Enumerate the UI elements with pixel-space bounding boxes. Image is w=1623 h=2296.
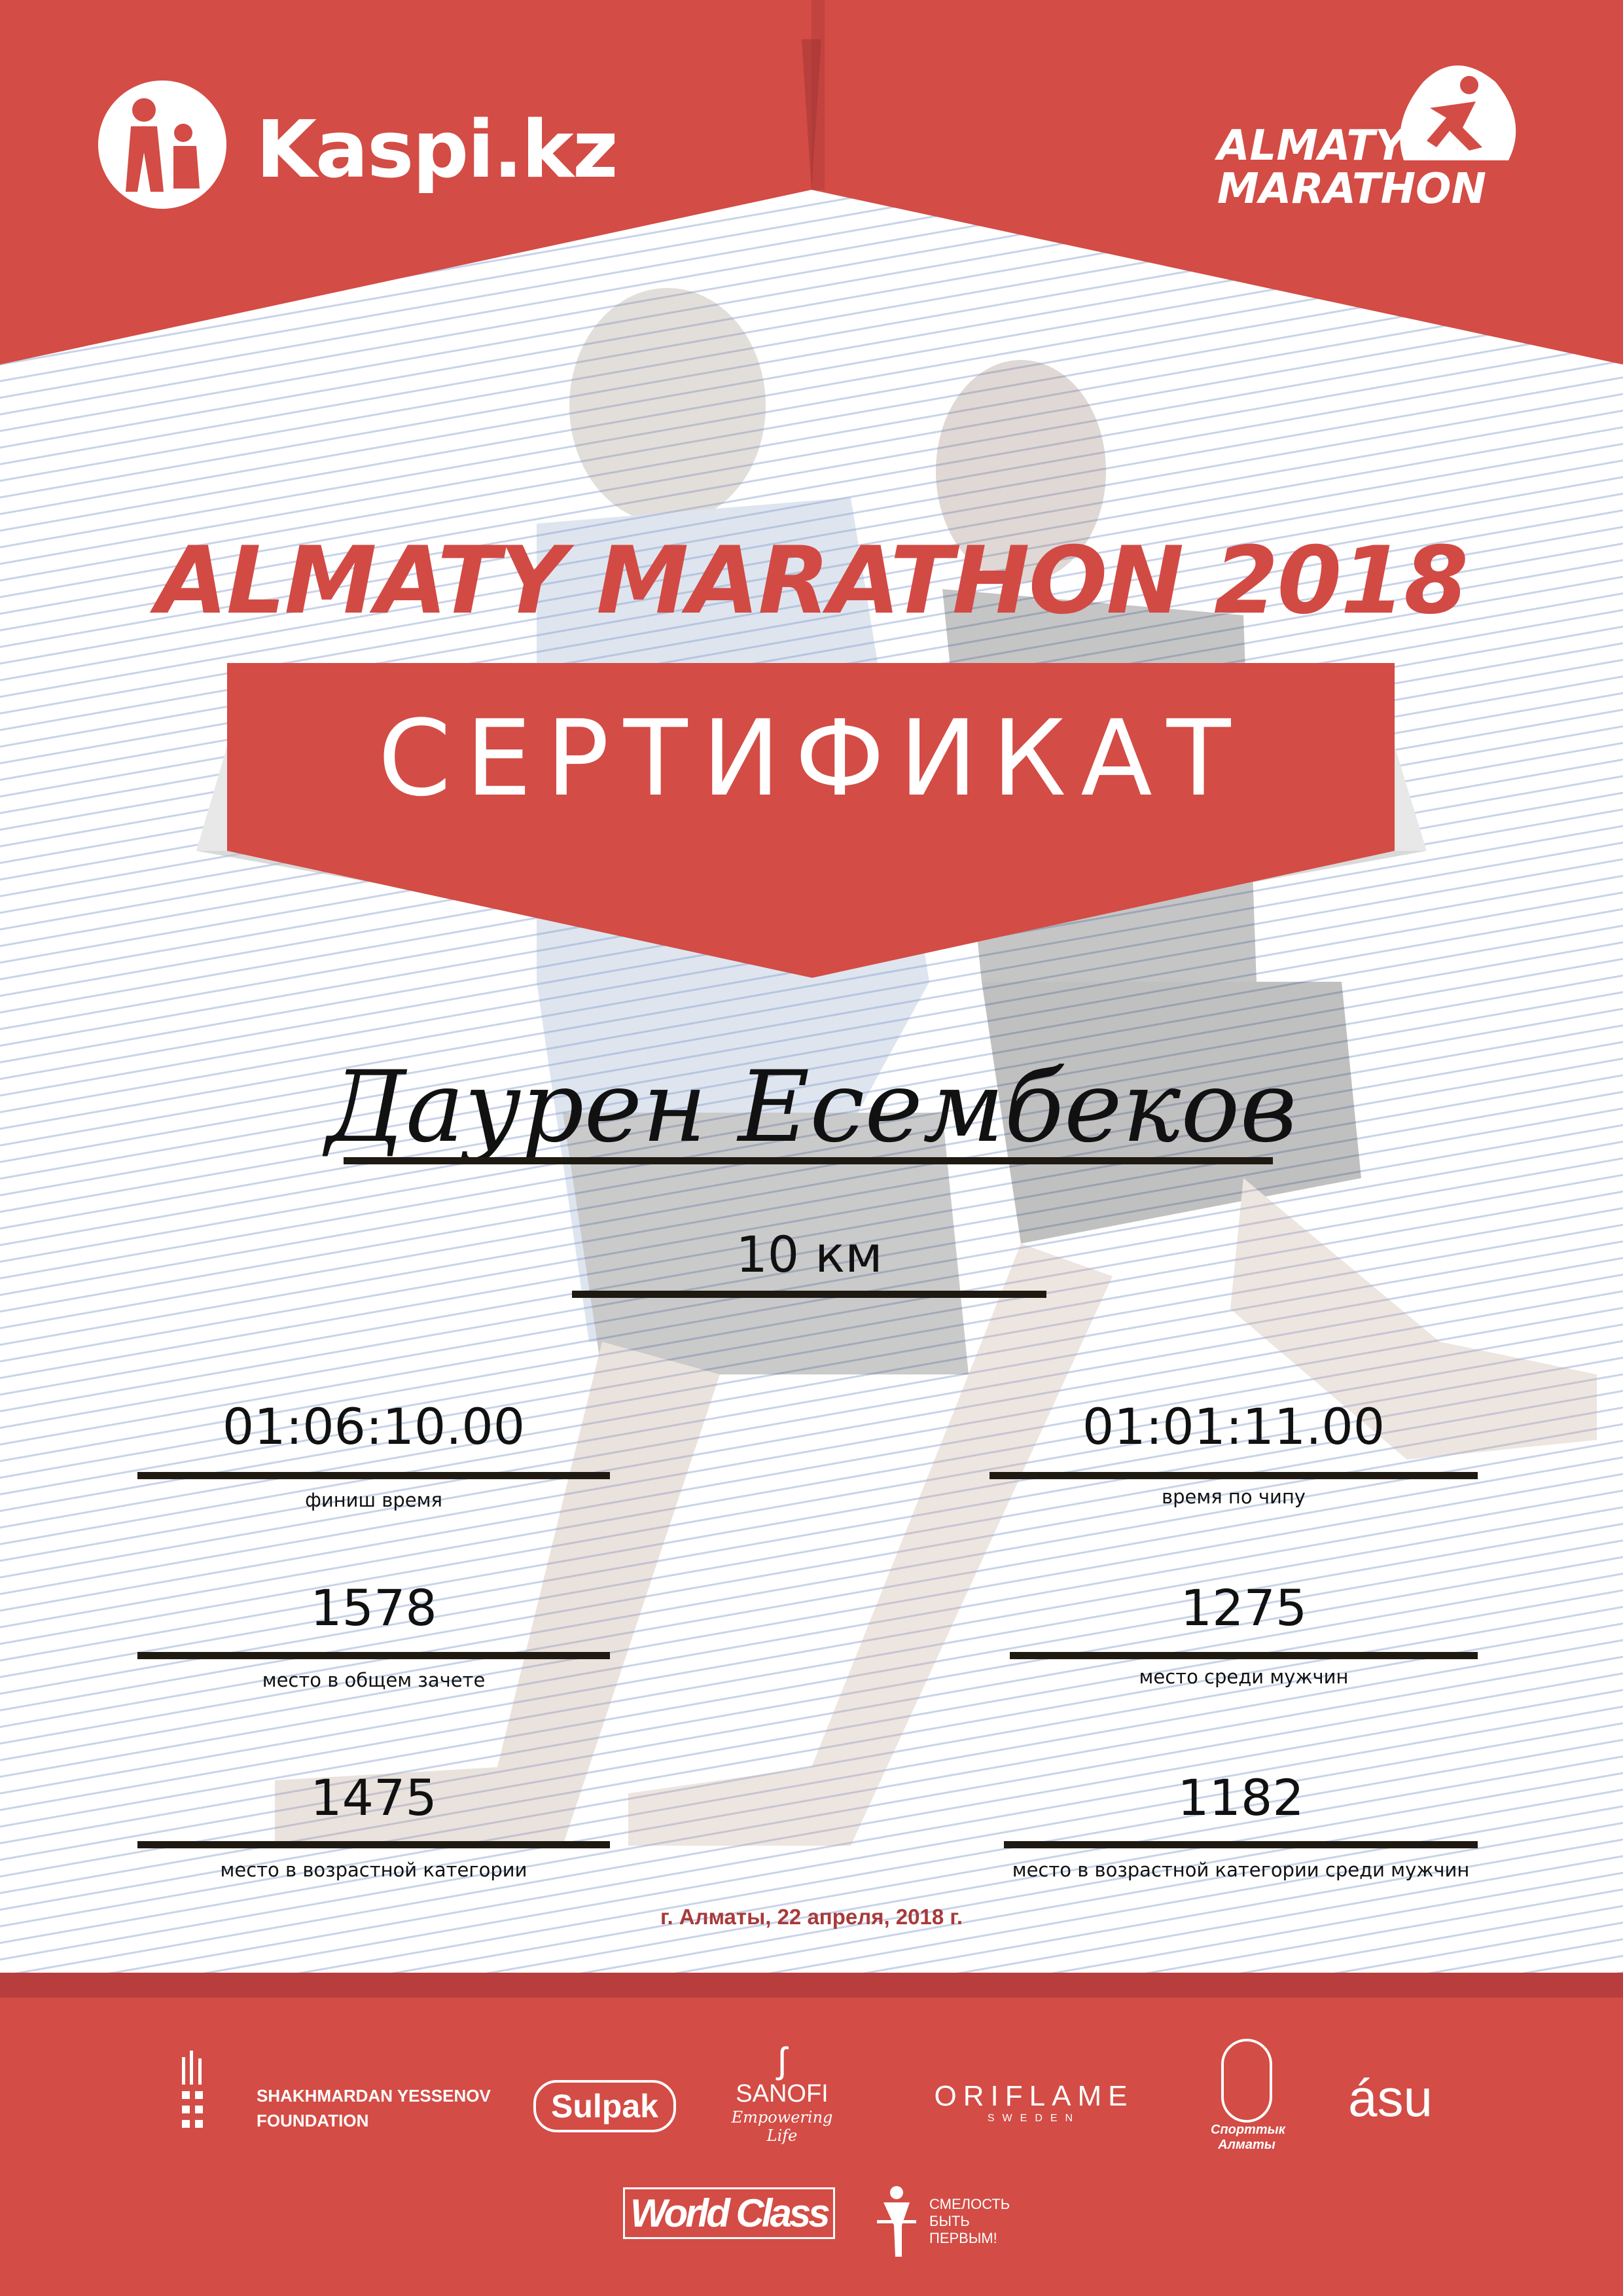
almaty-marathon-logo: ALMATY MARATHON: [1217, 124, 1486, 211]
finish-time-label: финиш время: [305, 1489, 442, 1511]
kaspi-logo-icon: [98, 81, 226, 209]
distance-underline: [572, 1291, 1046, 1298]
age-place-label: место в возрастной категории: [220, 1859, 527, 1881]
sanofi-logo: ʃ SANOFI Empowering Life: [730, 2041, 834, 2145]
fund-line-1: СМЕЛОСТЬ: [929, 2196, 1010, 2212]
overall-place-underline: [137, 1652, 610, 1659]
kaspi-logo-text: Kaspi.kz: [256, 105, 618, 196]
name-underline: [344, 1157, 1273, 1164]
finish-time-value: 01:06:10.00: [222, 1397, 526, 1456]
certificate-ribbon: [196, 663, 1427, 978]
yessenov-line-2: FOUNDATION: [257, 2111, 369, 2130]
overall-place-value: 1578: [310, 1579, 437, 1637]
header-banner: [0, 0, 1623, 365]
fund-line-3: ПЕРВЫМ!: [929, 2230, 997, 2246]
footer-strip: [0, 1973, 1623, 1998]
yessenov-line-1: SHAKHMARDAN YESSENOV: [257, 2086, 491, 2106]
fund-logo: СМЕЛОСТЬ БЫТЬ ПЕРВЫМ!: [929, 2196, 1010, 2247]
male-place-underline: [1010, 1652, 1478, 1659]
age-place-underline: [137, 1841, 610, 1848]
yessenov-foundation-logo: SHAKHMARDAN YESSENOV FOUNDATION: [257, 2083, 491, 2133]
sulpak-logo: Sulpak: [533, 2080, 676, 2132]
footer-sponsors: [0, 1973, 1623, 2296]
oriflame-sub: SWEDEN: [987, 2113, 1081, 2124]
chip-time-underline: [990, 1472, 1478, 1479]
event-title: ALMATY MARATHON 2018: [156, 527, 1469, 635]
age-male-place-underline: [1004, 1841, 1478, 1848]
finish-time-underline: [137, 1472, 610, 1479]
certificate-heading: СЕРТИФИКАТ: [378, 697, 1245, 819]
sport-almaty-name: Спорттык Алматы: [1211, 2123, 1285, 2152]
overall-place-label: место в общем зачете: [262, 1669, 486, 1691]
age-male-place-value: 1182: [1177, 1768, 1304, 1827]
oriflame-name: ORIFLAME: [934, 2080, 1134, 2112]
sanofi-name: SANOFI: [736, 2080, 829, 2108]
almaty-marathon-runner-icon: [1400, 65, 1516, 160]
logo-line-1: ALMATY: [1217, 122, 1406, 170]
distance-value: 10 км: [736, 1225, 883, 1283]
fund-line-2: БЫТЬ: [929, 2213, 970, 2229]
asu-logo: ásu: [1348, 2069, 1433, 2127]
world-class-logo: World Class: [623, 2187, 835, 2239]
date-location: г. Алматы, 22 апреля, 2018 г.: [660, 1905, 963, 1929]
fund-runner-icon: [877, 2186, 916, 2257]
sanofi-swirl-icon: ʃ: [777, 2039, 787, 2081]
oriflame-logo: ORIFLAME SWEDEN: [923, 2080, 1145, 2125]
chip-time-value: 01:01:11.00: [1082, 1397, 1385, 1456]
sanofi-tagline: Empowering Life: [731, 2108, 833, 2145]
sport-almaty-logo: Спорттык Алматы: [1198, 2039, 1296, 2153]
age-place-value: 1475: [310, 1768, 437, 1827]
participant-name: Даурен Есембеков: [326, 1050, 1297, 1164]
age-male-place-label: место в возрастной категории среди мужчи…: [1012, 1859, 1470, 1881]
male-place-value: 1275: [1180, 1579, 1308, 1637]
sport-almaty-emblem-icon: [1221, 2039, 1272, 2123]
chip-time-label: время по чипу: [1162, 1486, 1306, 1508]
logo-line-2: MARATHON: [1217, 165, 1487, 213]
yessenov-foundation-icon: [182, 2051, 203, 2128]
male-place-label: место среди мужчин: [1139, 1666, 1349, 1688]
